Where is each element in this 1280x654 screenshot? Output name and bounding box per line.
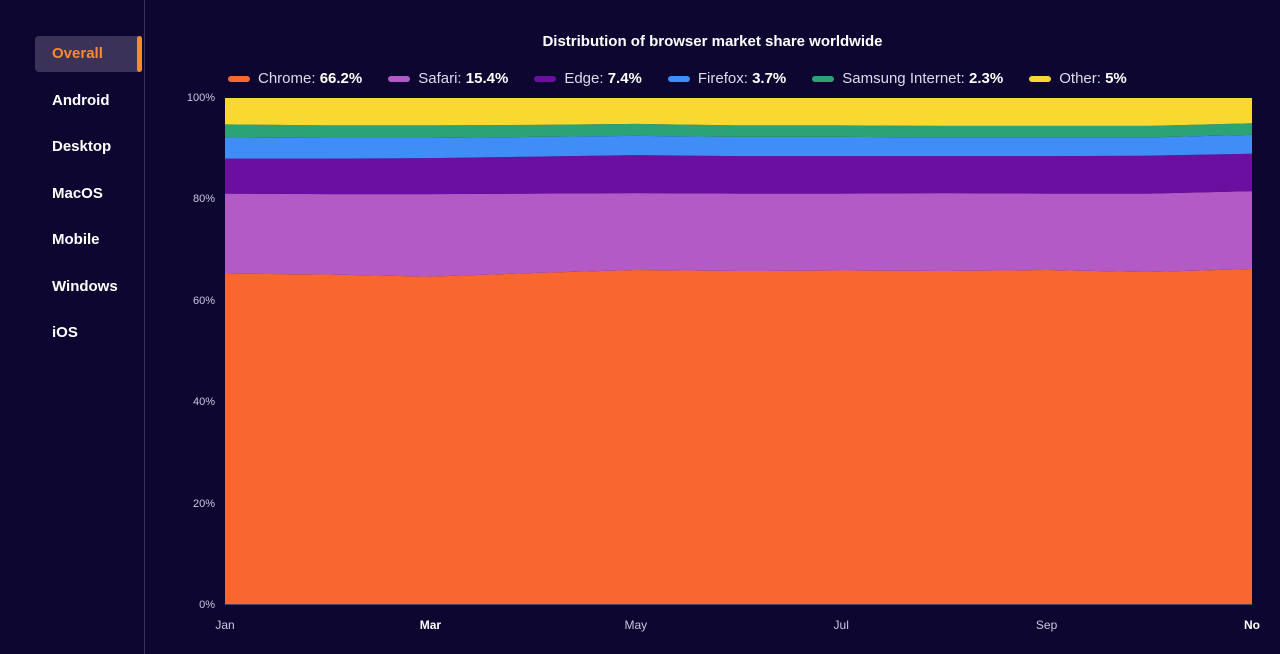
y-tick-label: 60% <box>192 294 215 307</box>
edge-legend-marker-icon <box>534 75 557 82</box>
legend-label: Samsung Internet: 2.3% <box>842 70 1004 87</box>
sidebar-item-macos[interactable]: MacOS <box>0 176 145 212</box>
sidebar: Overall Android Desktop MacOS Mobile Windows i… <box>0 0 145 654</box>
safari-area <box>225 191 1252 277</box>
legend: Chrome: 66.2% Safari: 15.4% Edge: 7.4% Fire… <box>228 70 1127 87</box>
firefox-area <box>225 134 1252 159</box>
samsung-internet-legend-marker-icon <box>812 75 835 82</box>
legend-label: Chrome: 66.2% <box>258 70 363 87</box>
chart-area[interactable] <box>225 98 1252 605</box>
sidebar-item-overall[interactable]: Overall <box>35 36 142 72</box>
sidebar-item-label: Windows <box>52 277 118 295</box>
chart-title: Distribution of browser market share wor… <box>542 33 883 50</box>
sidebar-item-label: Mobile <box>52 231 100 248</box>
x-tick-label: Sep <box>1035 618 1058 632</box>
sidebar-item-label: MacOS <box>52 184 103 202</box>
legend-item-chrome[interactable]: Chrome: 66.2% <box>228 70 362 87</box>
firefox-legend-marker-icon <box>667 75 690 82</box>
active-item-accent-bar <box>137 36 142 72</box>
edge-area <box>225 153 1252 195</box>
legend-item-edge[interactable]: Edge: 7.4% <box>534 70 642 87</box>
y-tick-label: 40% <box>192 396 215 409</box>
sidebar-item-label: iOS <box>52 324 78 341</box>
y-tick-label: 0% <box>199 599 215 611</box>
y-tick-label: 80% <box>192 193 215 206</box>
sidebar-item-ios[interactable]: iOS <box>0 315 145 351</box>
sidebar-item-mobile[interactable]: Mobile <box>0 222 145 258</box>
other-area <box>225 98 1252 126</box>
legend-value: 3.7% <box>752 70 787 87</box>
legend-label: Firefox: 3.7% <box>697 70 787 87</box>
legend-value: 2.3% <box>969 70 1004 87</box>
legend-value: 66.2% <box>319 70 363 87</box>
other-legend-marker-icon <box>1029 75 1052 82</box>
legend-label: Edge: 7.4% <box>564 70 642 87</box>
legend-item-safari[interactable]: Safari: 15.4% <box>388 70 508 87</box>
x-tick-label: Jan <box>215 618 235 632</box>
sidebar-item-windows[interactable]: Windows <box>0 269 145 305</box>
y-tick-label: 20% <box>192 497 215 510</box>
legend-value: 15.4% <box>465 70 509 87</box>
legend-value: 7.4% <box>607 70 642 87</box>
sidebar-item-desktop[interactable]: Desktop <box>0 129 145 165</box>
legend-value: 5% <box>1105 70 1127 87</box>
x-tick-label: No <box>1244 618 1260 632</box>
sidebar-item-label: Desktop <box>52 138 112 155</box>
stacked-area-chart <box>225 98 1252 604</box>
x-tick-label: May <box>624 618 648 632</box>
legend-item-other[interactable]: Other: 5% <box>1029 70 1127 87</box>
x-tick-label: Mar <box>419 618 442 632</box>
sidebar-item-label: Android <box>52 91 110 109</box>
chrome-legend-marker-icon <box>228 75 250 82</box>
sidebar-item-android[interactable]: Android <box>0 83 145 119</box>
y-tick-label: 100% <box>186 92 215 104</box>
safari-legend-marker-icon <box>388 75 411 82</box>
legend-item-samsung-internet[interactable]: Samsung Internet: 2.3% <box>812 70 1003 87</box>
chrome-area <box>225 269 1252 604</box>
legend-item-firefox[interactable]: Firefox: 3.7% <box>667 70 787 87</box>
x-tick-label: Jul <box>833 618 849 632</box>
legend-label: Safari: 15.4% <box>418 70 509 87</box>
sidebar-item-label: Overall <box>52 45 103 62</box>
legend-label: Other: 5% <box>1059 70 1127 87</box>
samsung-internet-area <box>225 123 1252 139</box>
